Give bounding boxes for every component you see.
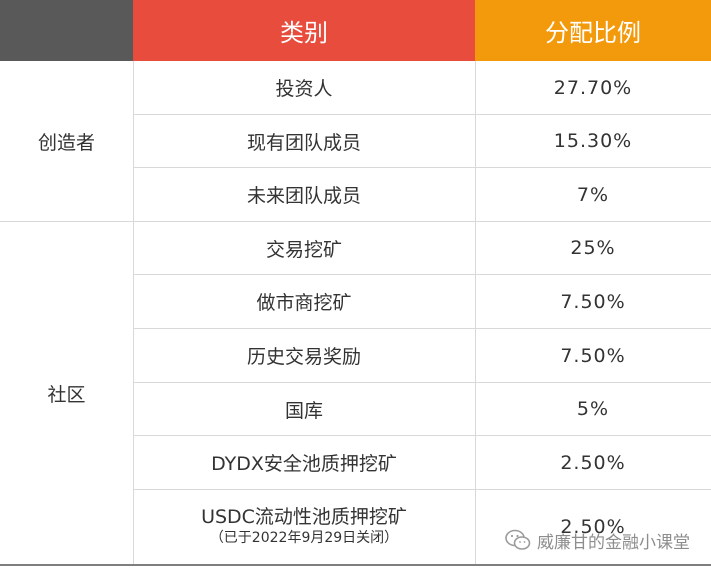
group-divider (0, 221, 133, 222)
header-blank-cell (0, 0, 133, 61)
category-text: USDC流动性池质押挖矿 (201, 506, 407, 529)
ratio-cell: 5% (576, 398, 610, 420)
category-cell: 未来团队成员 (133, 168, 476, 221)
category-cell: 做市商挖矿 (133, 275, 476, 328)
table-row: 国库 5% (133, 383, 711, 436)
table-row: 未来团队成员 7% (133, 168, 711, 222)
watermark-text: 威廉甘的金融小课堂 (537, 532, 690, 553)
category-cell: 历史交易奖励 (133, 329, 476, 382)
category-cell: USDC流动性池质押挖矿 （已于2022年9月29日关闭） (133, 490, 476, 564)
table-row: 做市商挖矿 7.50% (133, 275, 711, 329)
table-row: DYDX安全池质押挖矿 2.50% (133, 436, 711, 490)
category-cell: 现有团队成员 (133, 115, 476, 167)
header-category: 类别 (133, 0, 475, 61)
category-note: （已于2022年9月29日关闭） (209, 530, 399, 547)
table-row: USDC流动性池质押挖矿 （已于2022年9月29日关闭） 2.50% (133, 490, 711, 564)
ratio-cell: 2.50% (560, 516, 626, 538)
category-cell: 国库 (133, 383, 476, 435)
ratio-cell: 27.70% (553, 76, 633, 99)
wechat-icon (505, 529, 531, 550)
ratio-cell: 7.50% (560, 344, 626, 367)
column-divider (133, 61, 134, 564)
category-cell: 交易挖矿 (133, 222, 476, 274)
ratio-cell: 7% (576, 183, 610, 206)
group-creators: 创造者 (37, 131, 95, 154)
table-row: 交易挖矿 25% (133, 222, 711, 275)
ratio-cell: 25% (570, 237, 616, 259)
group-community: 社区 (47, 383, 86, 406)
table-bottom-border (0, 564, 711, 566)
table-row: 现有团队成员 15.30% (133, 115, 711, 168)
ratio-cell: 2.50% (560, 451, 626, 474)
header-ratio: 分配比例 (475, 0, 711, 61)
category-cell: DYDX安全池质押挖矿 (133, 436, 476, 489)
ratio-cell: 7.50% (560, 290, 626, 313)
watermark: 威廉甘的金融小课堂 (505, 526, 690, 554)
ratio-cell: 15.30% (553, 130, 633, 152)
category-cell: 投资人 (133, 61, 476, 114)
table-row: 历史交易奖励 7.50% (133, 329, 711, 383)
table-row: 投资人 27.70% (133, 61, 711, 115)
